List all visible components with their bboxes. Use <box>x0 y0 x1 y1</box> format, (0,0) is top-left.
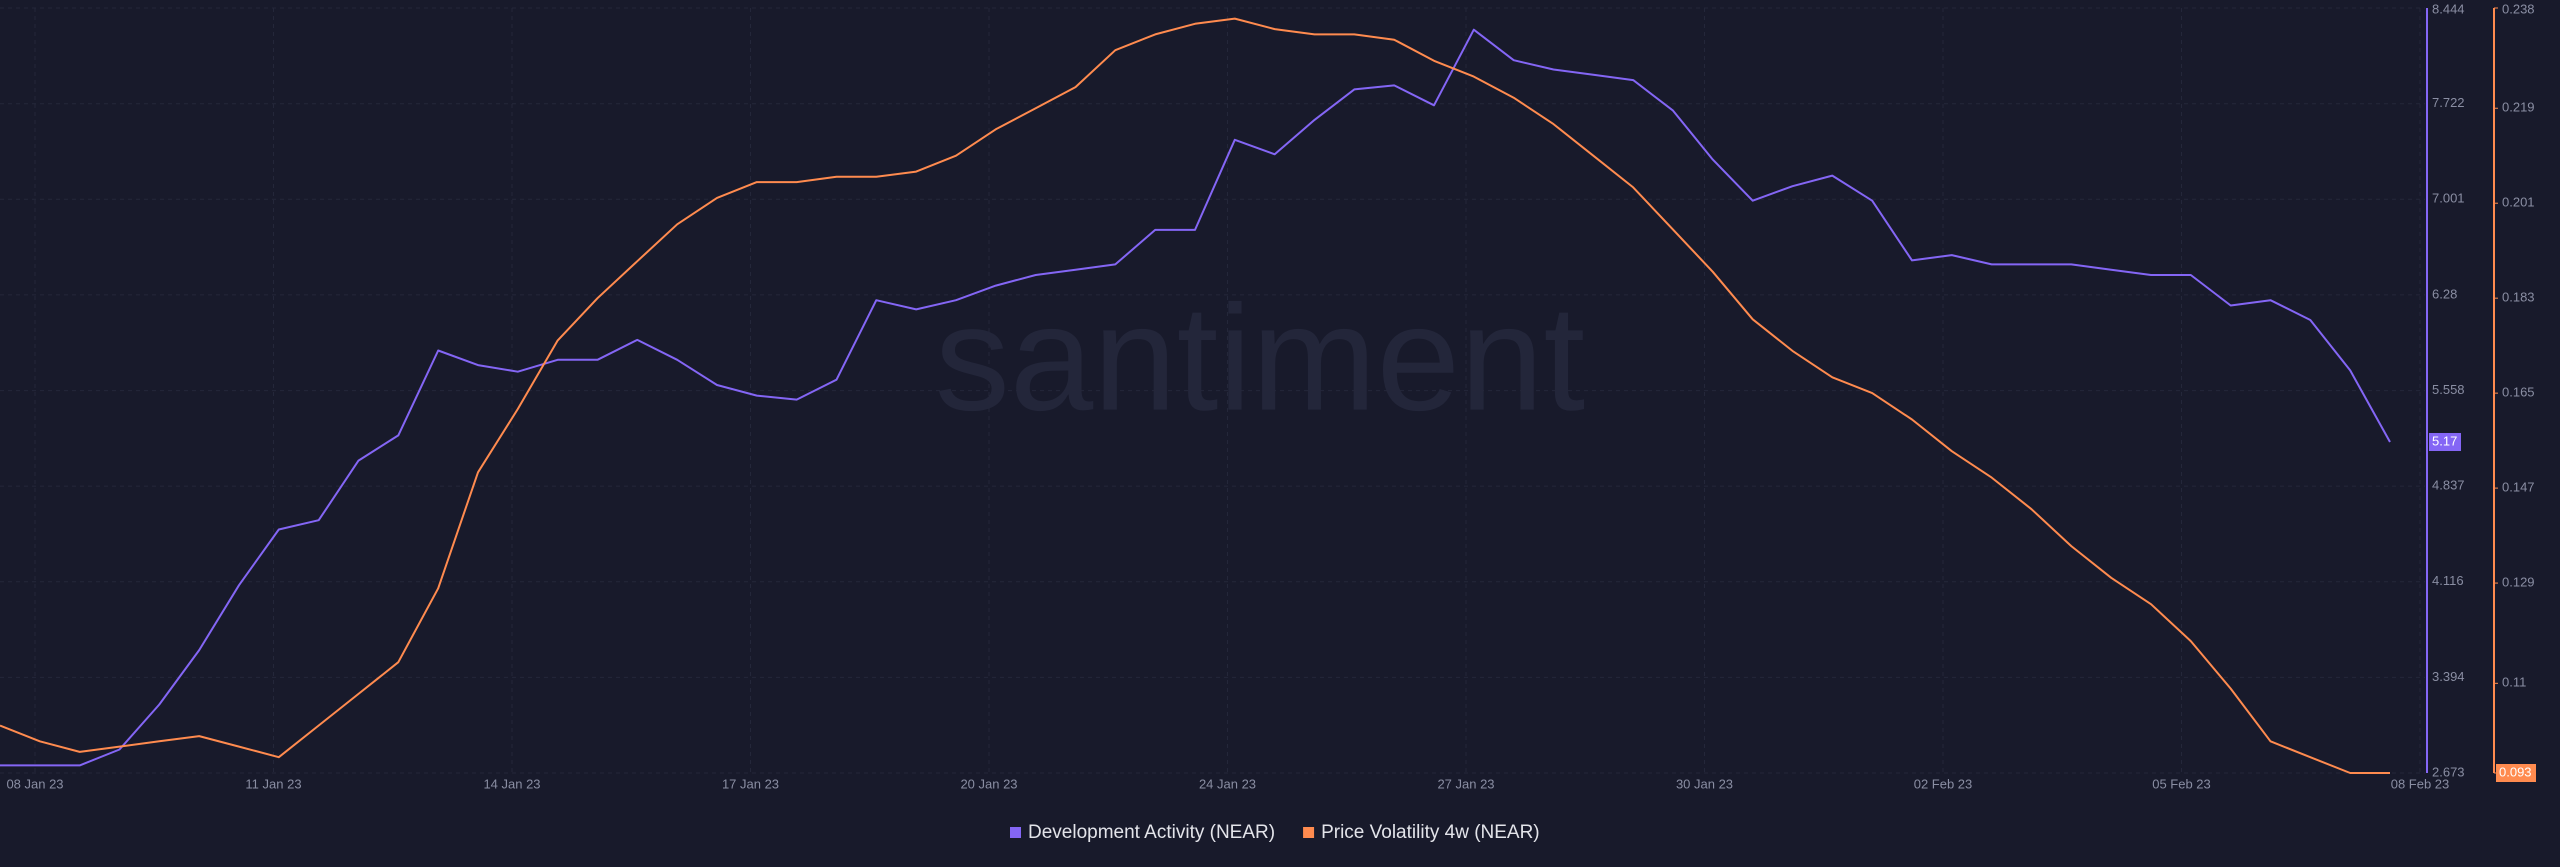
x-tick-label: 17 Jan 23 <box>722 776 779 791</box>
last-value-label: 5.17 <box>2432 433 2457 448</box>
x-tick-label: 05 Feb 23 <box>2152 776 2211 791</box>
y2-tick-label: 0.238 <box>2502 1 2535 16</box>
y2-tick-label: 0.11 <box>2502 675 2526 690</box>
last-value-badge <box>2429 432 2461 451</box>
legend-swatch <box>1010 827 1021 838</box>
legend: Development Activity (NEAR) Price Volatil… <box>1010 822 1540 843</box>
x-tick-label: 08 Feb 23 <box>2391 776 2450 791</box>
x-tick-label: 11 Jan 23 <box>245 776 301 791</box>
y-tick-label: 5.558 <box>2432 382 2465 397</box>
x-tick-label: 08 Jan 23 <box>6 776 63 791</box>
y2-tick-label: 0.165 <box>2502 385 2535 400</box>
x-tick-label: 24 Jan 23 <box>1199 776 1256 791</box>
y2-tick-label: 0.201 <box>2502 195 2535 210</box>
y2-tick-label: 0.129 <box>2502 575 2535 590</box>
y-tick-label: 6.28 <box>2432 286 2457 301</box>
x-tick-label: 27 Jan 23 <box>1437 776 1494 791</box>
y2-tick-label: 0.183 <box>2502 290 2535 305</box>
last-value-label: 0.093 <box>2499 764 2532 779</box>
line-series <box>0 28 2391 767</box>
last-value-badge <box>2496 764 2536 782</box>
y-tick-label: 4.116 <box>2432 573 2464 588</box>
watermark: santiment <box>935 274 1585 442</box>
legend-swatch <box>1303 827 1315 838</box>
line-series <box>0 17 2390 774</box>
y2-tick-label: 0.147 <box>2502 480 2535 495</box>
y-tick-label: 7.001 <box>2432 191 2465 206</box>
y-tick-label: 7.722 <box>2432 95 2465 110</box>
x-tick-label: 14 Jan 23 <box>483 776 540 791</box>
x-tick-label: 20 Jan 23 <box>960 776 1017 791</box>
x-tick-label: 30 Jan 23 <box>1676 776 1733 791</box>
legend-label: Price Volatility 4w (NEAR) <box>1321 822 1540 843</box>
y-tick-label: 3.394 <box>2432 669 2465 684</box>
y-tick-label: 4.837 <box>2432 478 2465 493</box>
legend-label: Development Activity (NEAR) <box>1028 822 1275 843</box>
y-tick-label: 2.673 <box>2432 764 2465 779</box>
x-tick-label: 02 Feb 23 <box>1914 776 1973 791</box>
y-tick-label: 8.444 <box>2432 1 2465 16</box>
y2-tick-label: 0.219 <box>2502 100 2535 115</box>
